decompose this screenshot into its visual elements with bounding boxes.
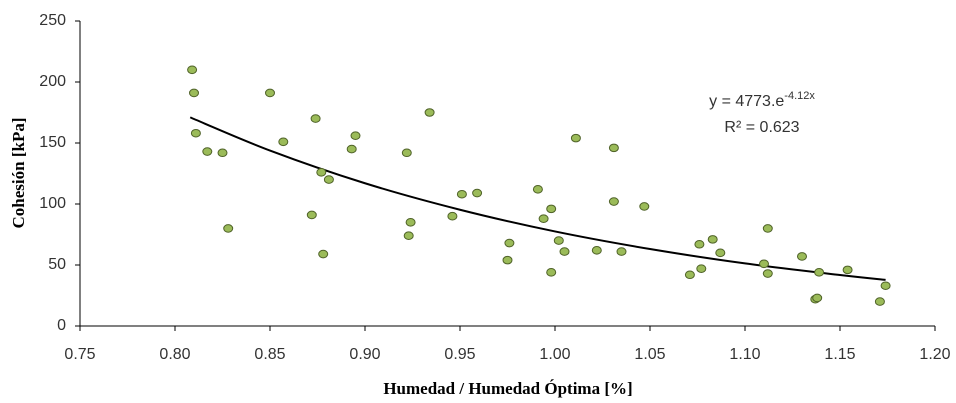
point (217, 148, 228, 158)
point (608, 143, 619, 153)
y-tick-label: 150 (39, 134, 66, 151)
trendline (189, 116, 886, 281)
point (403, 231, 414, 241)
point (278, 137, 289, 147)
point (401, 148, 412, 158)
point (559, 247, 570, 256)
point (405, 218, 416, 227)
equation: y = 4773.e-4.12x (709, 90, 815, 110)
point (532, 185, 543, 194)
y-tick-label: 100 (39, 195, 66, 212)
point (310, 114, 321, 123)
point (880, 281, 891, 291)
point (424, 108, 435, 117)
equation-exponent: -4.12x (784, 90, 815, 102)
point (553, 236, 564, 245)
point (316, 167, 327, 177)
x-tick-label: 1.00 (539, 346, 570, 363)
point (707, 235, 718, 244)
point (608, 197, 619, 206)
x-tick-label: 1.10 (729, 346, 760, 363)
y-tick-label: 0 (57, 317, 66, 334)
point (696, 264, 707, 273)
point (694, 239, 705, 249)
point (223, 224, 234, 233)
point (874, 297, 885, 306)
point (546, 204, 557, 214)
point (202, 147, 213, 156)
point (814, 268, 825, 277)
point (684, 270, 695, 280)
point (306, 210, 317, 220)
x-tick-label: 1.05 (634, 346, 665, 363)
y-tick-label: 250 (39, 12, 66, 29)
point (797, 252, 807, 261)
equation-base: y = 4773.e (709, 93, 784, 110)
x-tick-label: 1.15 (824, 346, 855, 363)
point (265, 88, 275, 98)
point (538, 214, 549, 223)
x-tick-label: 0.90 (349, 346, 380, 363)
y-axis-label: Cohesión [kPa] (9, 118, 28, 229)
point (323, 175, 334, 184)
point (502, 255, 513, 265)
x-tick-label: 0.75 (64, 346, 95, 363)
point (762, 269, 773, 278)
point (456, 189, 467, 199)
point (616, 247, 627, 256)
point (715, 248, 726, 258)
point (318, 249, 329, 259)
point (472, 188, 483, 198)
point (187, 65, 198, 75)
point (762, 224, 773, 233)
point (591, 246, 602, 255)
y-tick-label: 200 (39, 73, 66, 90)
point (639, 202, 650, 211)
point (190, 128, 201, 138)
point (842, 265, 853, 275)
x-tick-label: 1.20 (919, 346, 950, 363)
y-tick-label: 50 (48, 256, 66, 273)
point (812, 293, 823, 303)
point (759, 259, 769, 269)
x-axis-label: Humedad / Humedad Óptima [%] (383, 379, 632, 398)
point (346, 144, 357, 154)
point (504, 238, 515, 248)
point (447, 211, 458, 221)
point (350, 131, 361, 140)
point (189, 88, 199, 98)
r-squared: R² = 0.623 (724, 119, 799, 136)
x-tick-label: 0.80 (159, 346, 190, 363)
point (570, 133, 581, 143)
x-tick-label: 0.85 (254, 346, 285, 363)
point (546, 268, 557, 277)
x-tick-label: 0.95 (444, 346, 475, 363)
